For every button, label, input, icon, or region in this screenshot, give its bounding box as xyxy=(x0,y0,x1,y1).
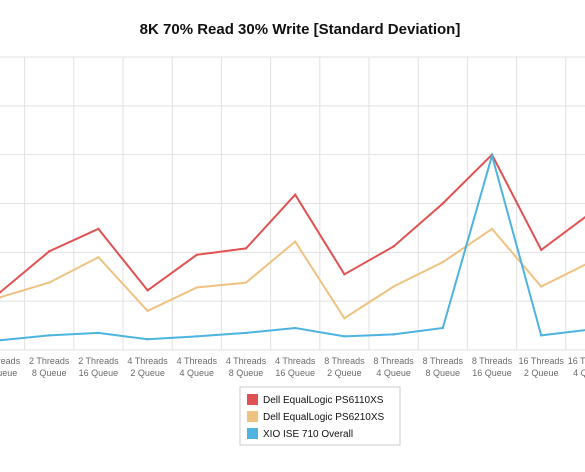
x-tick-label: 8 Threads 2 Queue xyxy=(324,356,365,378)
data-point xyxy=(48,250,51,253)
data-point xyxy=(392,285,395,288)
data-point xyxy=(0,296,2,299)
data-point xyxy=(441,260,444,264)
data-point xyxy=(294,193,297,196)
data-point xyxy=(97,331,100,335)
grid xyxy=(0,56,585,351)
legend-swatch xyxy=(247,394,258,405)
data-point xyxy=(343,317,346,320)
x-tick-label: 2 Threads 8 Queue xyxy=(29,356,70,378)
data-point xyxy=(392,245,395,248)
legend-label: XIO ISE 710 Overall xyxy=(263,429,353,440)
x-tick-label: 8 Threads 16 Queue xyxy=(472,356,513,378)
data-point xyxy=(97,227,100,231)
data-point xyxy=(540,285,543,288)
data-point xyxy=(195,253,198,256)
x-tick-label: 4 Threads 8 Queue xyxy=(226,356,267,378)
legend-label: Dell EqualLogic PS6110XS xyxy=(263,395,384,406)
legend-box xyxy=(239,386,401,446)
data-point xyxy=(146,338,149,341)
data-point xyxy=(48,281,51,284)
x-tick-label: 4 Threads 4 Queue xyxy=(177,356,218,378)
legend-label: Dell EqualLogic PS6210XS xyxy=(263,412,385,423)
data-point xyxy=(540,248,543,252)
data-point xyxy=(294,326,297,330)
legend-swatch xyxy=(247,411,258,422)
data-point xyxy=(195,286,198,289)
data-point xyxy=(490,154,494,157)
series-line-3 xyxy=(0,151,585,342)
data-point xyxy=(0,339,2,342)
x-tick-label: 8 Threads 4 Queue xyxy=(373,356,414,378)
data-point xyxy=(146,289,149,292)
data-point xyxy=(195,335,198,338)
series-line-2 xyxy=(0,227,585,320)
x-tick-label: 8 Threads 8 Queue xyxy=(423,356,464,378)
x-tick-label: 4 Threads 16 Queue xyxy=(275,356,316,378)
data-point xyxy=(490,227,494,231)
chart-title: 8K 70% Read 30% Write [Standard Deviatio… xyxy=(140,21,461,38)
data-point xyxy=(0,291,2,294)
data-point xyxy=(540,334,543,337)
data-point xyxy=(48,334,51,337)
data-point xyxy=(441,202,444,205)
x-tick-label: 2 Threads 16 Queue xyxy=(78,356,119,378)
data-point xyxy=(244,247,248,250)
data-point xyxy=(146,309,149,313)
legend-swatch xyxy=(247,428,258,439)
legend: Dell EqualLogic PS6110XS Dell EqualLogic … xyxy=(239,386,401,446)
data-point xyxy=(97,256,100,259)
data-point xyxy=(343,273,346,276)
x-tick-label: 4 Threads 2 Queue xyxy=(127,356,168,378)
series-lines xyxy=(0,151,585,342)
data-point xyxy=(244,281,248,284)
data-point xyxy=(441,326,444,330)
data-point xyxy=(294,240,297,243)
data-point xyxy=(392,333,395,336)
x-tick-label: 16 Threads 2 Queue xyxy=(519,356,565,378)
data-point xyxy=(244,331,248,335)
data-point xyxy=(343,335,346,338)
